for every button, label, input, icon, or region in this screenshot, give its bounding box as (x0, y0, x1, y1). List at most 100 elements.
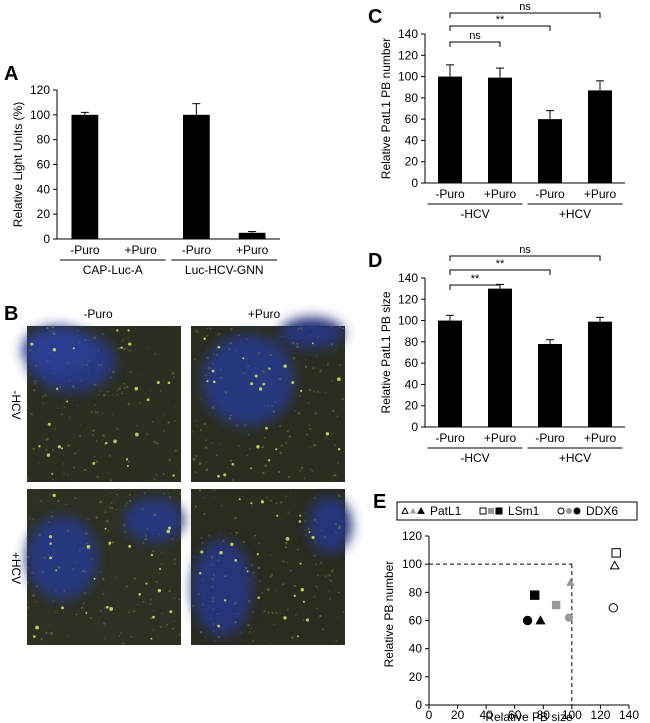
cytoplasm-speckle (207, 394, 210, 396)
group-label: Luc-HCV-GNN (185, 263, 264, 277)
significance-label: ** (496, 14, 505, 26)
cytoplasm-speckle (220, 376, 223, 379)
p-body-punctum (311, 342, 314, 345)
cytoplasm-speckle (51, 325, 55, 328)
cytoplasm-speckle (263, 405, 265, 407)
cytoplasm-speckle (160, 552, 163, 554)
cytoplasm-speckle (266, 588, 270, 591)
y-tick-label: 20 (409, 670, 423, 684)
cytoplasm-speckle (49, 351, 51, 353)
cytoplasm-speckle (203, 512, 206, 515)
cytoplasm-speckle (264, 464, 268, 468)
cytoplasm-speckle (171, 538, 174, 540)
cytoplasm-speckle (178, 633, 181, 636)
cytoplasm-speckle (154, 441, 157, 444)
cytoplasm-speckle (334, 522, 338, 526)
column-label-plus-puro: +Puro (248, 307, 281, 321)
cytoplasm-speckle (118, 635, 121, 637)
cytoplasm-speckle (253, 534, 257, 537)
y-tick-label: 100 (402, 557, 422, 571)
cytoplasm-speckle (95, 411, 99, 414)
legend-marker-ddx6 (573, 507, 581, 515)
significance-bracket (449, 284, 501, 290)
cytoplasm-speckle (174, 449, 178, 452)
cytoplasm-speckle (190, 455, 193, 457)
cytoplasm-speckle (229, 341, 233, 345)
significance-bracket (449, 269, 551, 275)
p-body-punctum (242, 357, 245, 360)
cytoplasm-speckle (48, 520, 51, 523)
cytoplasm-speckle (313, 595, 316, 598)
y-tick-label: 40 (409, 642, 423, 656)
significance-bracket (449, 255, 601, 261)
cytoplasm-speckle (139, 401, 141, 404)
cytoplasm-speckle (133, 577, 136, 580)
y-axis-label: Relative PatL1 PB size (379, 291, 393, 413)
p-body-punctum (234, 558, 238, 562)
panel-label-c: C (368, 6, 382, 28)
cytoplasm-speckle (284, 546, 288, 549)
p-body-punctum (145, 582, 148, 585)
cytoplasm-speckle (136, 604, 139, 606)
cytoplasm-speckle (127, 326, 129, 328)
cytoplasm-speckle (215, 354, 218, 357)
cytoplasm-speckle (146, 433, 148, 435)
cytoplasm-speckle (102, 333, 104, 335)
cytoplasm-speckle (317, 588, 319, 590)
p-body-punctum (157, 588, 162, 593)
bar (488, 77, 512, 183)
cytoplasm-speckle (111, 541, 115, 544)
p-body-punctum (167, 381, 171, 385)
cytoplasm-speckle (331, 379, 334, 382)
cytoplasm-speckle (206, 334, 209, 338)
cytoplasm-speckle (50, 515, 54, 518)
p-body-punctum (72, 347, 75, 350)
panel-d: D 0 20 40 60 80 100 120 140 Relative PatL1 PB si… (368, 244, 625, 465)
cytoplasm-speckle (207, 366, 211, 370)
cytoplasm-speckle (127, 348, 130, 352)
significance-label: ns (469, 30, 481, 42)
cytoplasm-speckle (174, 420, 176, 422)
cytoplasm-speckle (308, 424, 311, 426)
cytoplasm-speckle (153, 513, 157, 517)
cytoplasm-speckle (30, 412, 33, 416)
cytoplasm-speckle (214, 639, 217, 642)
p-body-punctum (125, 458, 129, 461)
cytoplasm-speckle (199, 631, 203, 634)
cytoplasm-speckle (49, 493, 52, 496)
legend-label-ddx6: DDX6 (586, 504, 618, 518)
cytoplasm-speckle (215, 454, 219, 457)
cytoplasm-speckle (271, 611, 274, 615)
cytoplasm-speckle (311, 367, 315, 370)
cytoplasm-speckle (212, 573, 215, 576)
cytoplasm-speckle (146, 527, 149, 530)
micrograph-plus-hcv-plus-puro (191, 488, 352, 646)
cytoplasm-speckle (155, 473, 158, 476)
cytoplasm-speckle (206, 349, 209, 352)
cytoplasm-speckle (32, 447, 36, 451)
p-body-punctum (238, 498, 241, 501)
cytoplasm-speckle (309, 446, 311, 448)
cytoplasm-speckle (153, 352, 156, 355)
p-body-punctum (223, 473, 227, 477)
cytoplasm-speckle (144, 534, 147, 538)
cytoplasm-speckle (66, 599, 69, 601)
category-label: +Puro (236, 243, 269, 257)
y-tick-label: 0 (411, 420, 418, 434)
cytoplasm-speckle (130, 635, 133, 638)
cytoplasm-speckle (123, 382, 125, 385)
y-tick-label: 60 (405, 356, 419, 370)
cytoplasm-speckle (149, 389, 152, 391)
cytoplasm-speckle (220, 505, 223, 507)
cytoplasm-speckle (72, 384, 75, 388)
cytoplasm-speckle (275, 502, 278, 505)
cytoplasm-speckle (277, 354, 280, 356)
cytoplasm-speckle (82, 602, 85, 605)
cytoplasm-speckle (213, 630, 215, 632)
legend-marker-lsm1 (479, 507, 487, 515)
cytoplasm-speckle (194, 420, 197, 422)
cytoplasm-speckle (316, 574, 319, 576)
cytoplasm-speckle (178, 598, 181, 601)
cytoplasm-speckle (286, 430, 289, 433)
cytoplasm-speckle (213, 496, 215, 498)
